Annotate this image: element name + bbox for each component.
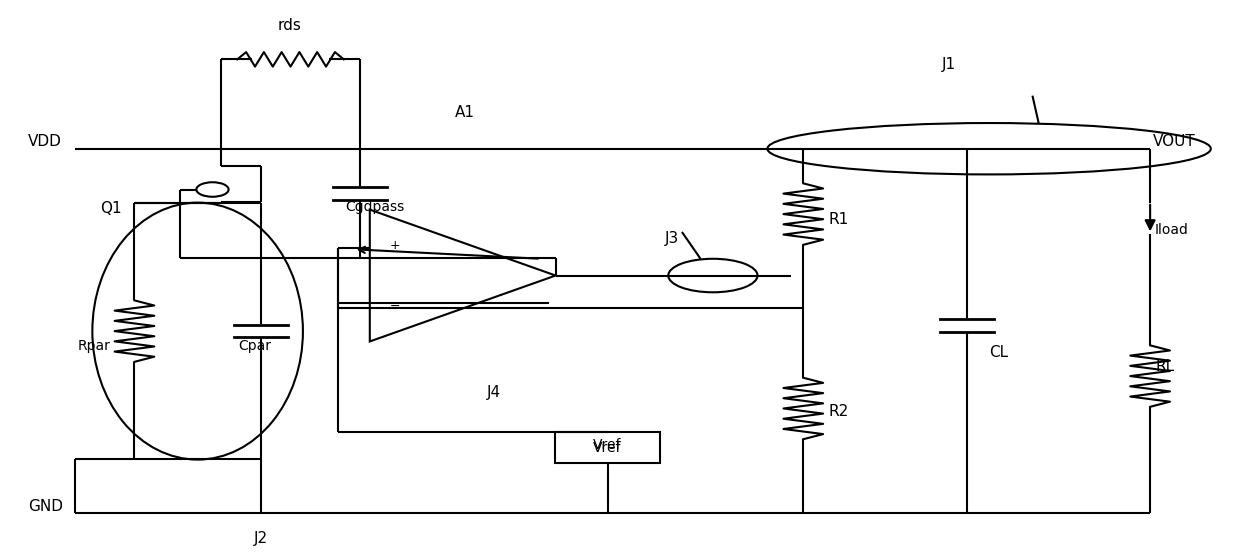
Text: J2: J2 xyxy=(254,530,268,545)
Text: R2: R2 xyxy=(828,404,848,419)
FancyBboxPatch shape xyxy=(556,432,660,463)
Text: J3: J3 xyxy=(665,231,680,246)
Text: CL: CL xyxy=(990,345,1008,360)
Text: Iload: Iload xyxy=(1156,223,1189,237)
Text: R1: R1 xyxy=(828,212,848,227)
Text: +: + xyxy=(389,239,399,251)
Text: Vref: Vref xyxy=(594,441,622,455)
Text: Cpar: Cpar xyxy=(238,339,272,353)
Text: −: − xyxy=(389,300,399,312)
Text: Cgdpass: Cgdpass xyxy=(345,200,404,214)
Text: VDD: VDD xyxy=(29,134,62,149)
Text: Q1: Q1 xyxy=(100,201,122,216)
Text: A1: A1 xyxy=(455,105,475,120)
Text: Rpar: Rpar xyxy=(77,339,110,353)
Text: RL: RL xyxy=(1156,359,1174,374)
Text: J4: J4 xyxy=(486,385,501,400)
Text: rds: rds xyxy=(278,18,301,34)
Text: J1: J1 xyxy=(942,58,956,72)
Text: VOUT: VOUT xyxy=(1153,134,1195,149)
Text: Vref: Vref xyxy=(594,438,622,452)
Text: GND: GND xyxy=(29,499,63,514)
